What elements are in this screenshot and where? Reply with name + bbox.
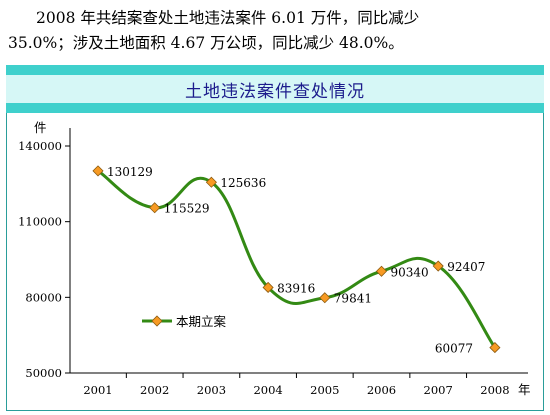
x-tick-label: 2006 bbox=[367, 383, 396, 397]
data-point bbox=[92, 165, 104, 177]
x-tick-label: 2004 bbox=[253, 383, 282, 397]
y-tick-label: 80000 bbox=[25, 290, 62, 304]
data-label: 92407 bbox=[447, 260, 485, 274]
legend-marker bbox=[151, 315, 163, 327]
data-point bbox=[489, 342, 501, 354]
data-label: 79841 bbox=[334, 292, 372, 306]
chart-header: 土地违法案件查处情况 bbox=[6, 65, 544, 113]
x-tick-label: 2008 bbox=[480, 383, 509, 397]
x-tick-label: 2005 bbox=[310, 383, 339, 397]
data-label: 115529 bbox=[164, 202, 210, 216]
y-tick-label: 110000 bbox=[18, 215, 62, 229]
data-point bbox=[375, 265, 388, 277]
chart-title: 土地违法案件查处情况 bbox=[185, 81, 365, 102]
data-label: 130129 bbox=[107, 165, 153, 179]
x-tick-label: 2002 bbox=[140, 383, 169, 397]
data-point bbox=[205, 176, 217, 188]
x-tick-label: 2007 bbox=[424, 383, 453, 397]
data-point bbox=[149, 202, 161, 214]
intro-paragraph: 2008 年共结案查处土地违法案件 6.01 万件，同比减少 35.0%；涉及土… bbox=[8, 6, 544, 56]
y-axis-label: 件 bbox=[34, 120, 47, 135]
x-tick-label: 2003 bbox=[197, 383, 226, 397]
data-label: 125636 bbox=[220, 176, 266, 190]
data-point bbox=[262, 281, 274, 294]
data-point bbox=[319, 292, 331, 304]
intro-line-1: 2008 年共结案查处土地违法案件 6.01 万件，同比减少 bbox=[36, 9, 420, 27]
data-point bbox=[432, 260, 444, 272]
data-label: 60077 bbox=[435, 342, 473, 356]
data-label: 83916 bbox=[277, 281, 315, 295]
x-axis-label: 年 bbox=[518, 382, 531, 397]
y-tick-label: 140000 bbox=[18, 139, 62, 153]
intro-line-2: 35.0%；涉及土地面积 4.67 万公顷，同比减少 48.0%。 bbox=[8, 34, 404, 52]
y-tick-label: 50000 bbox=[25, 366, 62, 380]
data-label: 90340 bbox=[391, 265, 429, 279]
legend-label: 本期立案 bbox=[176, 314, 227, 329]
x-tick-label: 2001 bbox=[83, 383, 112, 397]
